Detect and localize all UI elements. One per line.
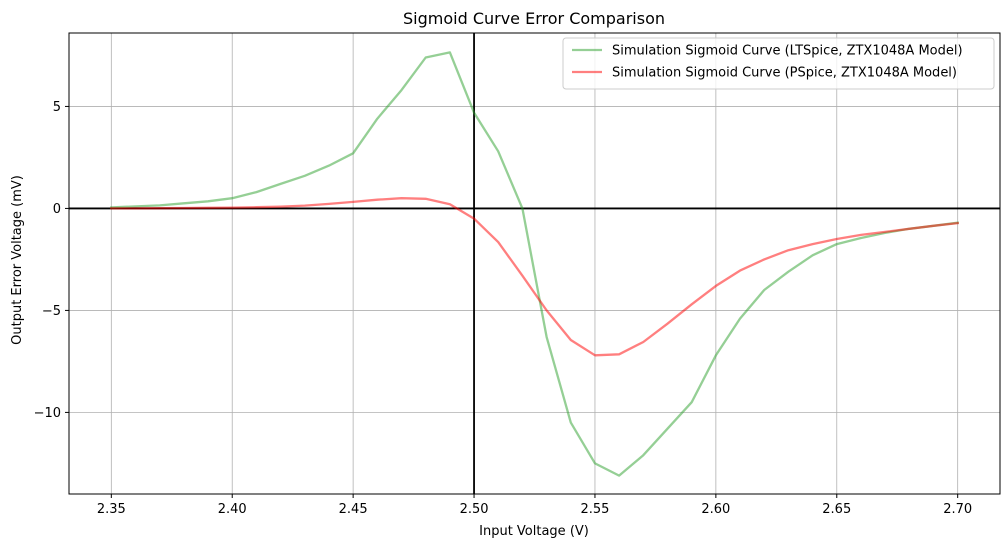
plot-frame [68, 32, 1001, 495]
x-tick-label: 2.55 [580, 502, 609, 517]
axis-ticks: 2.35 2.40 2.45 2.50 2.55 2.60 2.65 2.70 −10 −5 0 5 [34, 100, 973, 517]
x-axis-label: Input Voltage (V) [479, 524, 589, 539]
y-tick-label: −10 [34, 406, 61, 421]
legend: Simulation Sigmoid Curve (LTSpice, ZTX10… [562, 37, 995, 90]
chart-title: Sigmoid Curve Error Comparison [403, 9, 665, 28]
x-tick-label: 2.70 [943, 502, 972, 517]
legend-label-2: Simulation Sigmoid Curve (PSpice, ZTX104… [612, 66, 957, 81]
series-line-1 [110, 51, 959, 477]
series-lines [110, 51, 959, 477]
x-tick-label: 2.35 [97, 502, 126, 517]
x-tick-label: 2.60 [701, 502, 730, 517]
x-tick-label: 2.65 [822, 502, 851, 517]
y-tick-label: 0 [53, 202, 61, 217]
x-tick-label: 2.45 [339, 502, 368, 517]
y-tick-label: 5 [53, 100, 61, 115]
legend-box [562, 37, 995, 90]
x-tick-label: 2.40 [218, 502, 247, 517]
y-axis-label: Output Error Voltage (mV) [10, 175, 25, 345]
x-tick-label: 2.50 [460, 502, 489, 517]
legend-label-1: Simulation Sigmoid Curve (LTSpice, ZTX10… [612, 44, 963, 59]
y-tick-label: −5 [42, 304, 61, 319]
series-line-2 [110, 197, 959, 357]
